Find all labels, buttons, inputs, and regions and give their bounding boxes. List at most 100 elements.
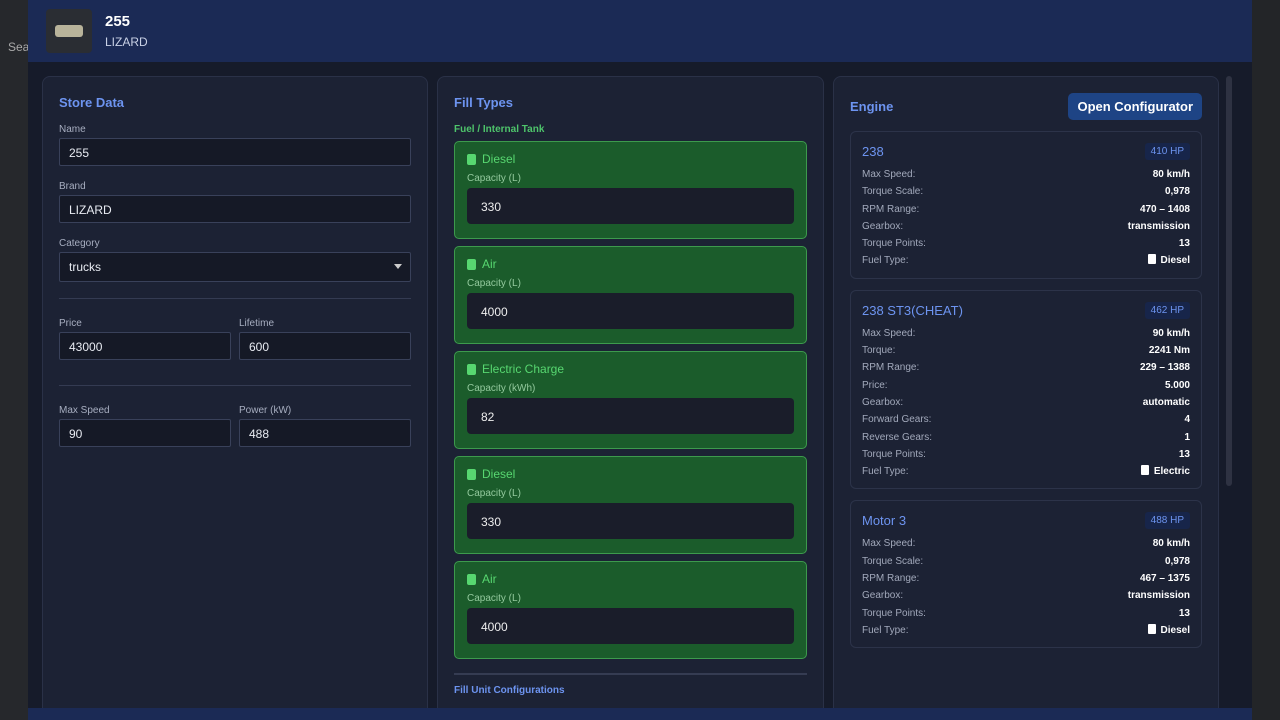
engine-spec-row: Forward Gears: 4 [862,411,1190,428]
spec-value: 80 km/h [1152,169,1190,180]
engine-spec-row: Torque Points: 13 [862,605,1190,622]
capacity-input[interactable]: 4000 [467,293,794,329]
store-data-title: Store Data [59,95,125,110]
plug-icon [467,573,476,585]
spec-label: Fuel Type: [862,624,909,636]
engine-spec-row: Max Speed: 90 km/h [862,325,1190,342]
spec-value: 229 – 1388 [1139,362,1190,374]
capacity-input[interactable]: 4000 [467,608,794,644]
spec-label: Gearbox: [862,220,904,232]
name-label: Name [59,124,86,135]
capacity-label: Capacity (L) [467,173,521,184]
scrollbar[interactable] [1226,76,1232,486]
fill-type-card: Electric Charge Capacity (kWh) 82 [454,351,807,449]
open-configurator-button[interactable]: Open Configurator [1068,93,1202,120]
fuel-pump-icon [1147,254,1156,265]
spec-value: 467 – 1375 [1139,573,1190,585]
background-search-label: Sea [8,40,30,54]
engine-card[interactable]: Motor 3 488 HP Max Speed: 80 km/h Torque Sca… [850,500,1202,649]
fill-type-card: Air Capacity (L) 4000 [454,246,807,344]
engine-spec-row: RPM Range: 467 – 1375 [862,570,1190,587]
fuel-pump-icon [467,468,476,480]
divider [59,298,411,299]
spec-value: 80 km/h [1152,538,1190,550]
spec-value: 13 [1178,607,1190,619]
fill-type-name: Diesel [482,152,516,166]
spec-label: Torque Scale: [862,555,924,567]
engine-card[interactable]: 238 ST3(CHEAT) 462 HP Max Speed: 90 km/h Tor… [850,289,1202,490]
engine-spec-row: RPM Range: 229 – 1388 [862,359,1190,376]
engine-spec-row: Torque Points: 13 [862,235,1190,252]
engine-spec-row: Gearbox: automatic [862,394,1190,411]
spec-value: 470 – 1408 [1139,203,1190,215]
engine-spec-row: Fuel Type: Diesel [862,622,1190,639]
category-select[interactable]: trucks [59,252,411,282]
fill-type-name: Air [482,572,497,586]
spec-label: Gearbox: [862,590,904,602]
max-speed-input[interactable]: 90 [59,419,231,447]
engine-spec-row: Torque Scale: 0,978 [862,183,1190,200]
modal-header: 255 LIZARD [28,0,1252,62]
spec-label: RPM Range: [862,362,920,374]
vehicle-modal: 255 LIZARD Store Data Name 255 Brand LIZ… [28,0,1252,720]
brand-input[interactable]: LIZARD [59,195,411,223]
capacity-input[interactable]: 330 [467,188,794,224]
engine-spec-row: Fuel Type: Diesel [862,252,1190,269]
capacity-input[interactable]: 82 [467,398,794,434]
name-input[interactable]: 255 [59,138,411,166]
fuel-pump-icon [1147,623,1156,634]
divider [59,385,411,386]
hp-badge: 488 HP [1144,512,1190,530]
spec-value: Diesel [1160,255,1190,267]
spec-value: transmission [1127,220,1190,232]
price-label: Price [59,318,82,329]
power-input[interactable]: 488 [239,419,411,447]
spec-value: Diesel [1160,624,1190,636]
spec-value: 0,978 [1164,186,1190,198]
engine-panel: Engine Open Configurator 238 410 HP Max Sp… [833,76,1219,716]
engine-spec-row: Torque Scale: 0,978 [862,553,1190,570]
lifetime-input[interactable]: 600 [239,332,411,360]
fill-types-panel: Fill Types Fuel / Internal Tank Diesel C… [437,76,824,716]
engine-spec-row: RPM Range: 470 – 1408 [862,201,1190,218]
modal-footer [28,708,1252,720]
engine-spec-row: Max Speed: 80 km/h [862,535,1190,552]
spec-value: Electric [1153,466,1190,478]
spec-value: 13 [1178,448,1190,460]
capacity-label: Capacity (L) [467,593,521,604]
spec-label: Torque Points: [862,607,926,619]
spec-label: Forward Gears: [862,414,932,426]
spec-value: 0,978 [1164,555,1190,567]
fuel-pump-icon [467,153,476,165]
engine-spec-row: Fuel Type: Electric [862,463,1190,480]
spec-label: Reverse Gears: [862,431,933,443]
category-label: Category [59,238,100,249]
hp-badge: 410 HP [1144,143,1190,160]
spec-label: Torque Points: [862,448,926,460]
fill-type-card: Diesel Capacity (L) 330 [454,456,807,554]
engine-spec-row: Reverse Gears: 1 [862,429,1190,446]
spec-value: 5.000 [1164,379,1190,391]
fill-type-card: Air Capacity (L) 4000 [454,561,807,659]
spec-label: Max Speed: [862,327,916,339]
capacity-label: Capacity (L) [467,278,521,289]
spec-label: Torque Scale: [862,186,924,198]
capacity-input[interactable]: 330 [467,503,794,539]
battery-icon [467,363,476,375]
engine-name: Motor 3 [862,513,907,529]
background-page: Sea [0,0,30,720]
price-input[interactable]: 43000 [59,332,231,360]
capacity-label: Capacity (L) [467,488,521,499]
spec-label: Price: [862,379,888,391]
spec-label: Max Speed: [862,538,916,550]
engine-spec-row: Max Speed: 80 km/h [862,166,1190,183]
spec-label: Gearbox: [862,396,904,408]
spec-value: 4 [1184,414,1190,426]
engine-card[interactable]: 238 410 HP Max Speed: 80 km/h Torque Scale: 0… [850,131,1202,279]
spec-value: 2241 Nm [1148,345,1190,357]
spec-label: RPM Range: [862,203,920,215]
power-label: Power (kW) [239,405,292,416]
fill-type-name: Air [482,257,497,271]
spec-value: 1 [1184,431,1190,443]
spec-label: Torque Points: [862,238,926,250]
